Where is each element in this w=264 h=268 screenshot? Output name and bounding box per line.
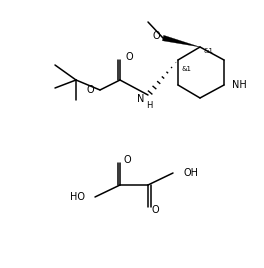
Text: N: N [137,94,144,104]
Text: HO: HO [70,192,85,202]
Polygon shape [162,35,200,47]
Text: O: O [125,52,133,62]
Text: H: H [146,102,152,110]
Text: O: O [124,155,132,165]
Text: &1: &1 [204,48,214,54]
Text: O: O [152,31,160,41]
Text: O: O [152,205,160,215]
Text: &1: &1 [182,66,192,72]
Text: NH: NH [232,80,247,90]
Text: OH: OH [183,168,198,178]
Text: O: O [86,85,94,95]
